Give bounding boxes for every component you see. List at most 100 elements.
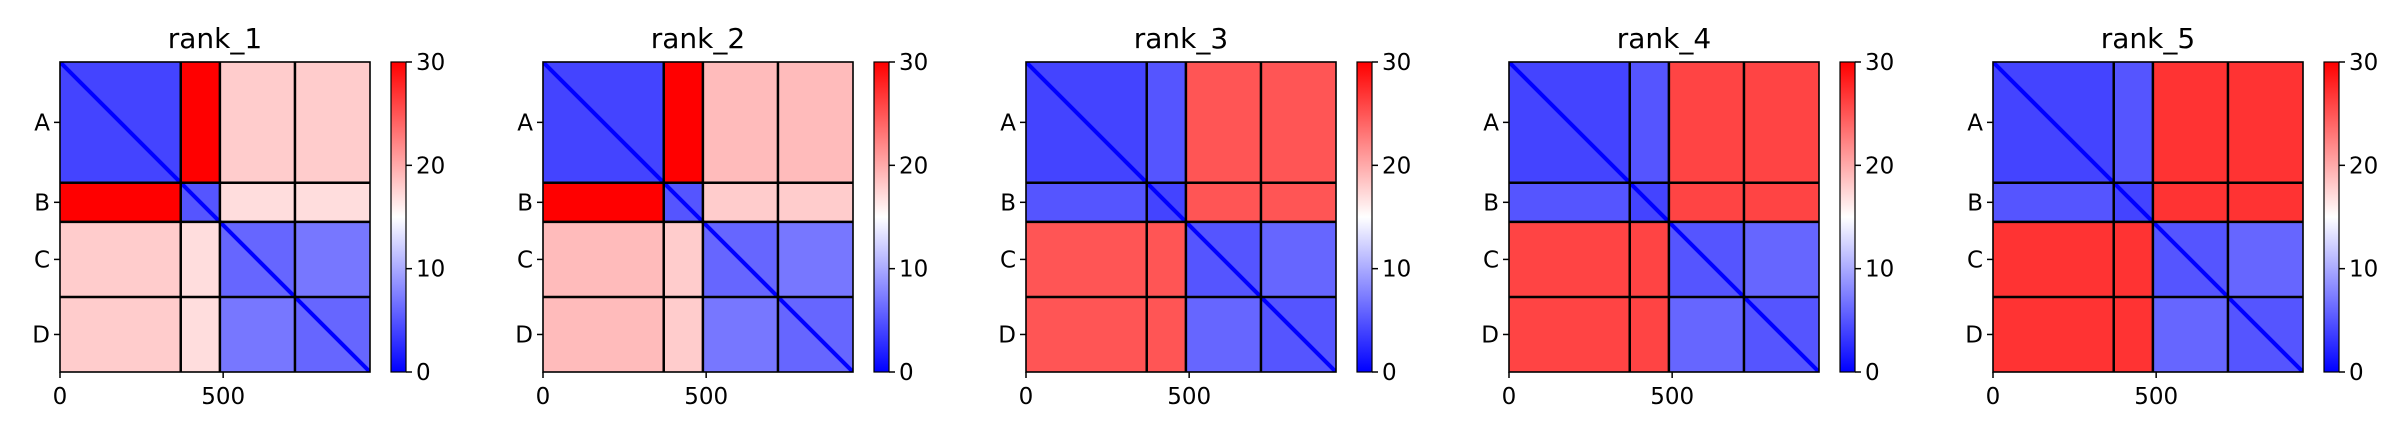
heatmap-block-BD [1743, 182, 1819, 222]
y-tick-label: C [1483, 247, 1499, 273]
heatmap-block-CD [1743, 221, 1819, 297]
heatmap-block-DA [60, 296, 181, 372]
y-tick-label: B [517, 190, 533, 216]
heatmap-block-AB [2113, 62, 2153, 183]
heatmap-block-BD [294, 182, 370, 222]
heatmap-block-BA [60, 182, 181, 222]
heatmap-block-AC [702, 62, 778, 183]
heatmap-block-AB [1146, 62, 1186, 183]
x-tick-label: 500 [1650, 384, 1694, 410]
heatmap-block-AB [663, 62, 703, 183]
heatmap-block-DB [663, 296, 703, 372]
y-tick-label: C [34, 247, 50, 273]
heatmap-block-AD [1260, 62, 1336, 183]
heatmap-block-AB [180, 62, 220, 183]
heatmap-block-AD [2227, 62, 2303, 183]
x-tick-label: 500 [1167, 384, 1211, 410]
heatmap-block-DA [1509, 296, 1630, 372]
colorbar-tick-label: 30 [899, 50, 928, 76]
heatmap-block-BD [777, 182, 853, 222]
heatmap-block-DB [180, 296, 220, 372]
heatmap-block-AC [1668, 62, 1744, 183]
colorbar-tick-label: 20 [416, 153, 445, 179]
heatmap-block-DC [1185, 296, 1261, 372]
y-tick-label: D [998, 322, 1016, 348]
panel-title: rank_1 [168, 22, 262, 55]
heatmap-block-DC [219, 296, 295, 372]
heatmap-block-CD [1260, 221, 1336, 297]
heatmap-block-BD [2227, 182, 2303, 222]
colorbar-tick-label: 30 [1382, 50, 1411, 76]
heatmap-block-BC [1668, 182, 1744, 222]
heatmap-block-DA [543, 296, 664, 372]
heatmap-block-DC [2152, 296, 2228, 372]
heatmap-block-CA [1026, 221, 1147, 297]
x-tick-label: 500 [2134, 384, 2178, 410]
heatmap-block-DC [1668, 296, 1744, 372]
heatmap-block-BA [1993, 182, 2114, 222]
colorbar [1356, 61, 1373, 373]
colorbar-tick-label: 0 [2349, 360, 2364, 386]
heatmap-block-CB [180, 221, 220, 297]
heatmap [1993, 62, 2303, 372]
colorbar-tick-label: 10 [899, 257, 928, 283]
heatmap-block-CB [1629, 221, 1669, 297]
heatmap-block-DB [1146, 296, 1186, 372]
axes-frame [1992, 61, 2304, 373]
axes-frame [1508, 61, 1820, 373]
heatmap-block-CA [60, 221, 181, 297]
x-tick-label: 0 [536, 384, 551, 410]
colorbar-tick-label: 10 [1382, 257, 1411, 283]
heatmap [1026, 62, 1336, 372]
heatmap-block-AD [294, 62, 370, 183]
colorbar-tick-label: 30 [416, 50, 445, 76]
x-tick-label: 0 [53, 384, 68, 410]
panel-5: rank_5 A B C D 0 500 0 10 20 30 [1965, 22, 2378, 410]
heatmap-block-BC [702, 182, 778, 222]
colorbar [1839, 61, 1856, 373]
x-tick-label: 0 [1502, 384, 1517, 410]
heatmap-block-AC [219, 62, 295, 183]
heatmap-block-DA [1993, 296, 2114, 372]
colorbar-tick-label: 0 [416, 360, 431, 386]
heatmap-block-CB [1146, 221, 1186, 297]
colorbar-tick-label: 10 [1865, 257, 1894, 283]
heatmap-block-BD [1260, 182, 1336, 222]
heatmap-diagonal [543, 62, 853, 372]
heatmap-block-AD [777, 62, 853, 183]
heatmap-diagonal [1993, 62, 2303, 372]
heatmap-block-BC [1185, 182, 1261, 222]
colorbar-tick-label: 20 [899, 153, 928, 179]
axes-frame [59, 61, 371, 373]
colorbar-tick-label: 10 [416, 257, 445, 283]
panel-title: rank_5 [2101, 22, 2195, 55]
y-tick-label: A [1000, 110, 1016, 136]
heatmap-block-CA [543, 221, 664, 297]
x-tick-label: 500 [201, 384, 245, 410]
heatmap-diagonal [1509, 62, 1819, 372]
y-tick-label: A [1967, 110, 1983, 136]
heatmap-block-CB [663, 221, 703, 297]
heatmap-block-BC [219, 182, 295, 222]
heatmap [543, 62, 853, 372]
y-tick-label: B [1483, 190, 1499, 216]
heatmap-diagonal [60, 62, 370, 372]
heatmap-block-AD [1743, 62, 1819, 183]
x-tick-label: 0 [1986, 384, 2001, 410]
y-tick-label: C [517, 247, 533, 273]
colorbar-tick-label: 20 [2349, 153, 2378, 179]
colorbar-tick-label: 0 [1865, 360, 1880, 386]
colorbar [2323, 61, 2340, 373]
heatmap-block-BC [2152, 182, 2228, 222]
heatmap-block-CA [1993, 221, 2114, 297]
heatmap-block-DC [702, 296, 778, 372]
heatmap-block-BA [1026, 182, 1147, 222]
y-tick-label: A [1483, 110, 1499, 136]
y-tick-label: D [1481, 322, 1499, 348]
y-tick-label: D [32, 322, 50, 348]
panel-4: rank_4 A B C D 0 500 0 10 20 30 [1481, 22, 1894, 410]
heatmap-diagonal [1026, 62, 1336, 372]
heatmap-block-BA [543, 182, 664, 222]
y-tick-label: B [1000, 190, 1016, 216]
